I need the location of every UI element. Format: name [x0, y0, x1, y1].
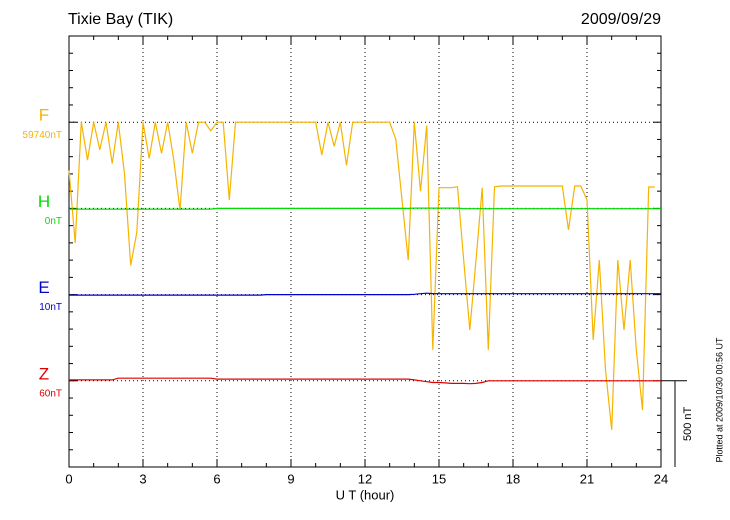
chart-date: 2009/09/29 — [581, 11, 661, 28]
x-axis-label: U T (hour) — [336, 487, 395, 502]
series-line — [69, 292, 661, 296]
series-line — [69, 207, 661, 210]
plot-note: Plotted at 2009/10/30 00:56 UT — [714, 337, 724, 463]
x-tick-label: 0 — [65, 471, 72, 486]
series-name: H — [38, 192, 50, 211]
series-base-label: 60nT — [39, 388, 62, 399]
series-base-label: 10nT — [39, 302, 62, 313]
x-tick-label: 12 — [358, 471, 372, 486]
x-tick-label: 24 — [654, 471, 668, 486]
x-tick-label: 18 — [506, 471, 520, 486]
x-tick-label: 6 — [213, 471, 220, 486]
x-tick-label: 3 — [139, 471, 146, 486]
series-base-label: 0nT — [45, 216, 62, 227]
series-name: Z — [39, 364, 49, 383]
scale-bar-label: 500 nT — [682, 406, 694, 441]
series-line — [69, 377, 661, 385]
x-tick-label: 15 — [432, 471, 446, 486]
chart-title: Tixie Bay (TIK) — [68, 11, 173, 28]
series-name: E — [38, 278, 49, 297]
x-tick-label: 9 — [287, 471, 294, 486]
series-base-label: 59740nT — [23, 130, 62, 141]
x-tick-label: 21 — [580, 471, 594, 486]
series-name: F — [39, 106, 49, 125]
series-line — [68, 121, 655, 430]
